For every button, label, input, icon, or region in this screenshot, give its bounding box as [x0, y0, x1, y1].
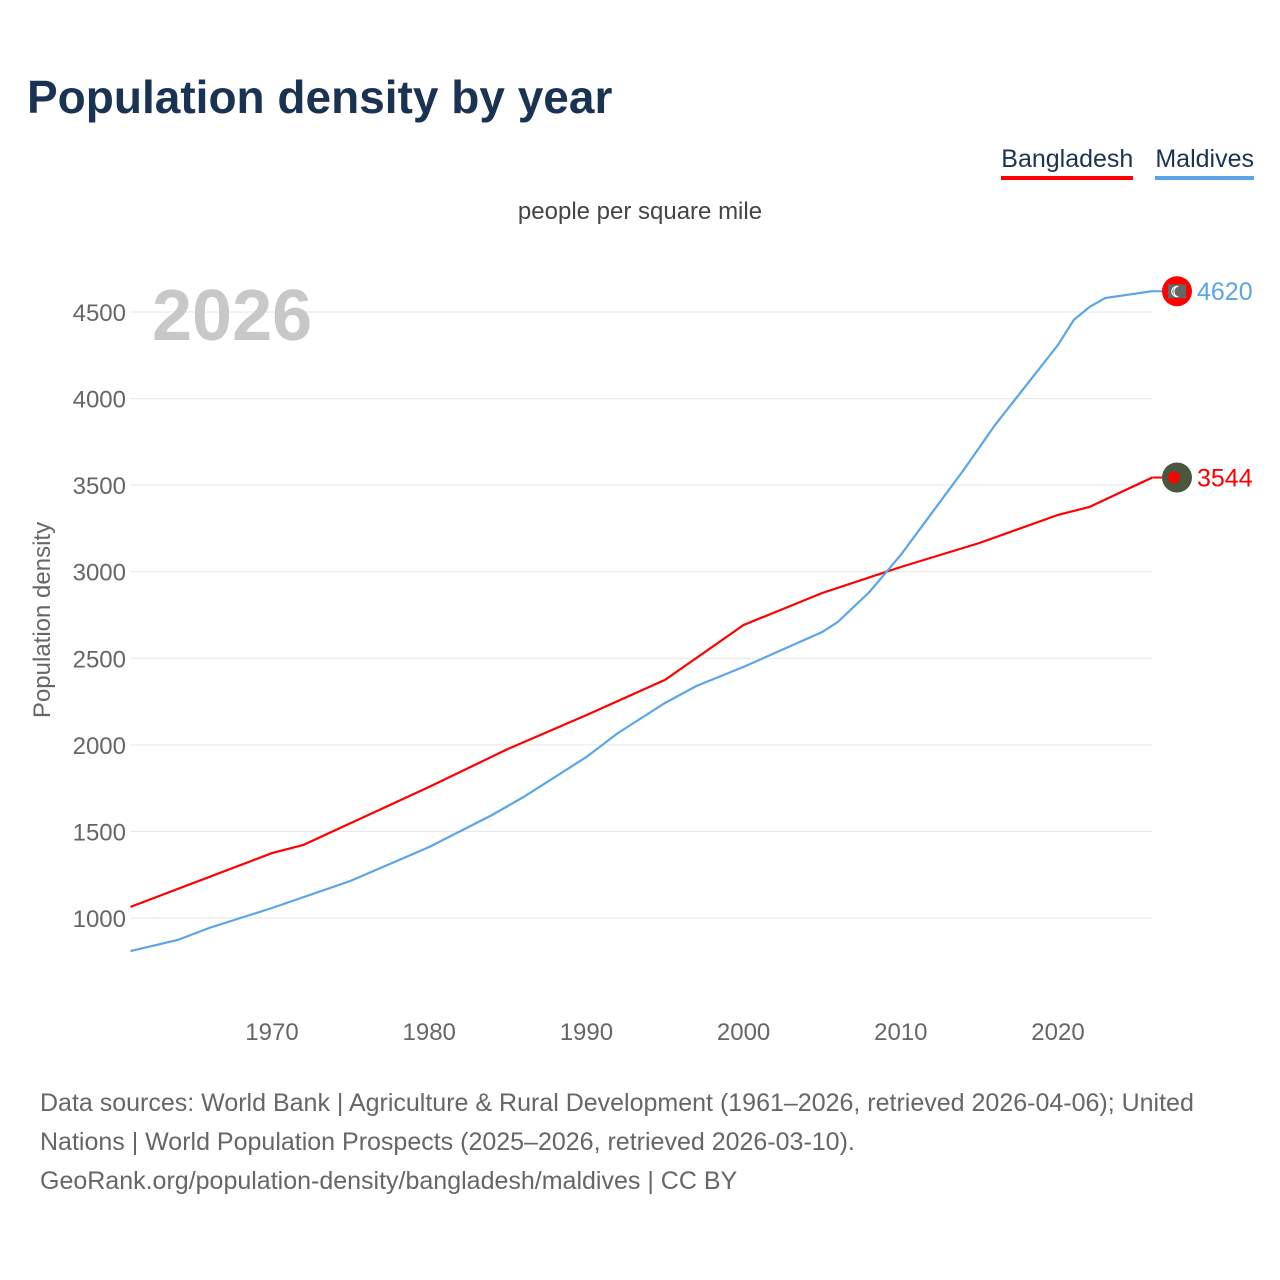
y-tick-label: 4500: [73, 300, 126, 327]
series-line-maldives: [130, 290, 1153, 953]
chart-title: Population density by year: [27, 71, 613, 123]
x-tick-label: 2000: [717, 1019, 770, 1046]
y-tick-label: 2500: [73, 646, 126, 673]
y-tick-label: 3000: [73, 560, 126, 587]
bangladesh-flag-disc: [1168, 471, 1180, 484]
y-tick-label: 1500: [73, 819, 126, 846]
y-tick-label: 4000: [73, 387, 126, 414]
y-tick-label: 2000: [73, 733, 126, 760]
legend: Bangladesh Maldives: [1001, 145, 1254, 180]
y-tick-label: 3500: [73, 473, 126, 500]
year-watermark: 2026: [152, 276, 312, 356]
data-sources: Data sources: World Bank | Agriculture &…: [40, 1089, 1194, 1156]
chart-subtitle: people per square mile: [517, 198, 763, 225]
x-tick-label: 2010: [874, 1019, 927, 1046]
series-line-bangladesh: [130, 476, 1153, 908]
y-axis-label: Population density: [29, 522, 56, 718]
end-value-label: 3544: [1197, 465, 1253, 493]
end-value-label: 4620: [1197, 278, 1253, 306]
x-tick-label: 1990: [560, 1019, 613, 1046]
x-tick-label: 1980: [403, 1019, 456, 1046]
y-tick-label: 1000: [73, 906, 126, 933]
crescent-icon: ☾: [1170, 284, 1183, 301]
line-chart: 1000 1500 2000 2500 3000 3500 4500 4000 1970 1980…: [29, 276, 1253, 1046]
legend-bangladesh[interactable]: Bangladesh: [1001, 145, 1134, 180]
footer: Data sources: World Bank | Agriculture &…: [40, 1084, 1250, 1201]
source-link[interactable]: GeoRank.org/population-density/banglades…: [40, 1167, 738, 1195]
x-tick-label: 2020: [1031, 1019, 1084, 1046]
legend-maldives[interactable]: Maldives: [1155, 145, 1254, 180]
x-tick-label: 1970: [245, 1019, 298, 1046]
maldives-flag-field: [1168, 284, 1186, 299]
